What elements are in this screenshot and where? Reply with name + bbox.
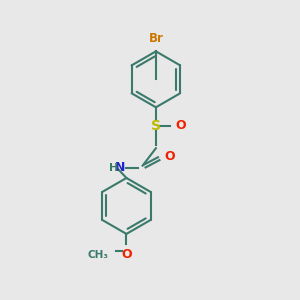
Text: S: S: [151, 118, 161, 133]
Text: N: N: [115, 161, 125, 175]
Text: O: O: [164, 150, 175, 163]
Text: O: O: [175, 119, 186, 132]
Text: CH₃: CH₃: [88, 250, 109, 260]
Text: Br: Br: [148, 32, 163, 45]
Text: O: O: [121, 248, 132, 261]
Text: H: H: [109, 163, 118, 173]
